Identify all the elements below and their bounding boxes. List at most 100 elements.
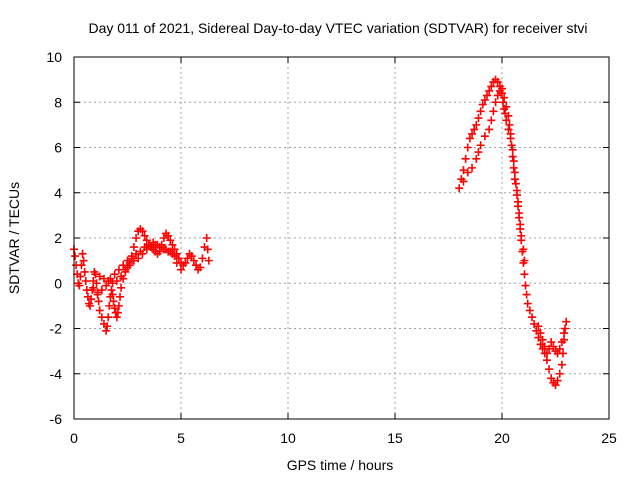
data-point — [485, 125, 494, 134]
data-point — [474, 114, 483, 123]
data-point — [507, 141, 516, 150]
data-point — [107, 286, 116, 295]
y-tick-label: -6 — [50, 411, 63, 427]
data-point — [459, 177, 468, 186]
y-tick-label: 4 — [54, 185, 62, 201]
data-point — [522, 290, 531, 299]
data-point — [114, 301, 123, 310]
chart-title: Day 011 of 2021, Sidereal Day-to-day VTE… — [88, 20, 587, 36]
data-point — [480, 132, 489, 141]
data-point — [81, 276, 90, 285]
data-point — [108, 279, 117, 288]
data-point — [168, 240, 177, 249]
data-point — [140, 243, 149, 252]
data-point — [189, 256, 198, 265]
data-point — [527, 313, 536, 322]
data-point — [138, 227, 147, 236]
data-point — [468, 129, 477, 138]
y-tick-label: 0 — [54, 275, 62, 291]
data-point — [170, 252, 179, 261]
data-point — [463, 168, 472, 177]
data-point — [499, 98, 508, 107]
data-point — [547, 374, 556, 383]
data-point — [463, 143, 472, 152]
data-point — [514, 197, 523, 206]
data-point — [510, 175, 519, 184]
data-point — [521, 281, 530, 290]
data-point — [191, 261, 200, 270]
data-point — [489, 107, 498, 116]
data-points — [70, 75, 571, 390]
data-point — [516, 220, 525, 229]
data-point — [113, 308, 122, 317]
data-point — [129, 243, 138, 252]
data-point — [476, 107, 485, 116]
data-point — [93, 290, 102, 299]
data-point — [106, 274, 115, 283]
data-point — [112, 276, 121, 285]
data-point — [549, 342, 558, 351]
data-point — [520, 270, 529, 279]
data-point — [542, 356, 551, 365]
x-tick-label: 20 — [494, 430, 510, 446]
data-point — [509, 163, 518, 172]
data-point — [162, 245, 171, 254]
data-point — [483, 91, 492, 100]
data-point — [76, 272, 85, 281]
data-point — [515, 209, 524, 218]
data-point — [487, 116, 496, 125]
data-point — [545, 344, 554, 353]
data-point — [183, 254, 192, 263]
data-point — [71, 252, 80, 261]
data-point — [551, 381, 560, 390]
data-point — [198, 254, 207, 263]
grid-lines — [74, 57, 609, 419]
data-point — [491, 98, 500, 107]
data-point — [523, 299, 532, 308]
data-point — [534, 333, 543, 342]
data-point — [132, 234, 141, 242]
data-point — [519, 245, 528, 254]
data-point — [510, 168, 519, 177]
data-point — [102, 281, 111, 290]
data-point — [560, 329, 569, 338]
data-point — [487, 82, 496, 91]
data-point — [468, 163, 477, 172]
data-point — [500, 93, 509, 102]
data-point — [157, 243, 166, 252]
data-point — [525, 306, 534, 315]
data-point — [95, 272, 104, 281]
data-point — [542, 349, 551, 358]
data-point — [498, 84, 506, 93]
y-tick-label: 10 — [46, 49, 62, 65]
data-point — [89, 283, 98, 292]
data-point — [459, 166, 468, 175]
data-point — [166, 236, 175, 245]
data-point — [530, 319, 539, 328]
data-point — [140, 231, 149, 240]
data-point — [204, 256, 213, 265]
data-point — [159, 234, 168, 242]
data-point — [504, 111, 513, 120]
data-point — [540, 342, 549, 351]
data-point — [555, 369, 564, 378]
x-tick-label: 5 — [177, 430, 185, 446]
data-point — [92, 279, 101, 288]
data-point — [538, 335, 547, 344]
data-point — [485, 86, 494, 95]
data-point — [117, 283, 126, 292]
data-point — [562, 317, 571, 326]
data-point — [94, 297, 103, 306]
data-point — [536, 340, 545, 349]
data-point — [123, 256, 132, 265]
data-point — [511, 179, 520, 188]
data-point — [164, 231, 173, 240]
data-point — [551, 347, 560, 356]
data-point — [187, 252, 196, 261]
data-point — [509, 157, 518, 166]
data-point — [86, 301, 95, 310]
data-point — [493, 77, 502, 86]
y-tick-label: 6 — [54, 140, 62, 156]
data-point — [95, 306, 104, 315]
data-point — [91, 270, 100, 279]
